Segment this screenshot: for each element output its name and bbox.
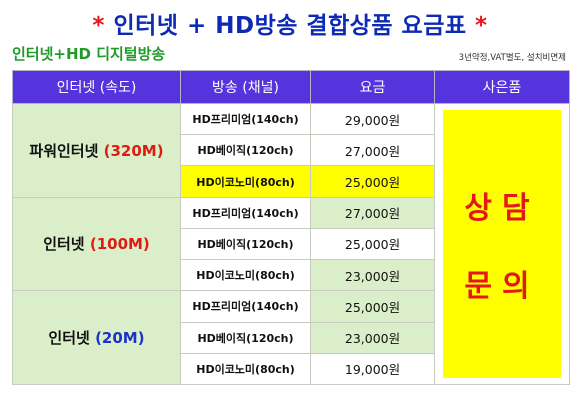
pricing-table: 인터넷 (속도) 방송 (채널) 요금 사은품 파워인터넷 (320M) HD프…: [12, 70, 570, 386]
title-star-right: *: [475, 13, 488, 39]
section-subtitle: 인터넷+HD 디지털방송: [12, 45, 166, 63]
channel-cell: HD프리미엄(140ch): [180, 102, 311, 136]
price-cell: 25,000원: [310, 290, 435, 323]
plan-speed: (20M): [95, 329, 145, 348]
speed-cell-20m: 인터넷 (20M): [12, 290, 181, 385]
channel-cell: HD프리미엄(140ch): [180, 290, 311, 323]
plan-speed: (100M): [89, 235, 150, 254]
price-cell: 27,000원: [310, 196, 435, 229]
table-row: HD이코노미(80ch) 19,000원: [13, 352, 570, 386]
terms-note: 3년약정,VAT별도, 설치비면제: [458, 53, 566, 63]
price-cell: 29,000원: [310, 102, 435, 136]
gift-text-inquiry: 문의: [464, 269, 540, 304]
gift-cell: 상담 문의: [434, 103, 570, 385]
table-row: 인터넷 (100M) HD프리미엄(140ch) 27,000원: [12, 196, 570, 292]
plan-speed: (320M): [103, 141, 164, 160]
title-text: 인터넷 + HD방송 결합상품 요금표: [113, 13, 467, 39]
column-header-gift: 사은품: [434, 70, 570, 104]
gift-highlight-box: 상담 문의: [443, 110, 561, 378]
channel-cell: HD베이직(120ch): [180, 321, 311, 354]
page-title: * 인터넷 + HD방송 결합상품 요금표 *: [0, 6, 580, 40]
channel-cell: HD이코노미(80ch): [180, 259, 311, 292]
channel-cell: HD이코노미(80ch): [180, 352, 311, 386]
table-row: HD베이직(120ch) 25,000원: [13, 227, 570, 261]
channel-cell: HD베이직(120ch): [180, 227, 311, 261]
price-cell: 19,000원: [310, 352, 435, 386]
table-row: HD이코노미(80ch) 23,000원: [13, 259, 570, 292]
channel-cell: HD이코노미(80ch): [180, 165, 311, 198]
column-header-price: 요금: [310, 70, 435, 104]
speed-cell-100m: 인터넷 (100M): [12, 196, 181, 292]
table-row: 파워인터넷 (320M) HD프리미엄(140ch) 29,000원 상담 문의: [12, 102, 570, 385]
price-cell: 25,000원: [310, 165, 435, 198]
table-header-row: 인터넷 (속도) 방송 (채널) 요금 사은품: [12, 70, 570, 104]
speed-cell-power: 파워인터넷 (320M): [12, 103, 181, 198]
plan-name: 파워인터넷: [29, 141, 99, 160]
price-cell: 23,000원: [310, 259, 435, 292]
price-cell: 27,000원: [310, 134, 435, 167]
price-cell: 25,000원: [310, 227, 435, 261]
price-cell: 23,000원: [310, 321, 435, 354]
plan-name: 인터넷: [48, 329, 90, 348]
column-header-broadcast: 방송 (채널): [180, 70, 311, 104]
gift-text-consult: 상담: [464, 191, 540, 226]
title-star-left: *: [92, 13, 105, 39]
table-row: 인터넷 (20M) HD프리미엄(140ch) 25,000원: [12, 290, 570, 385]
column-header-internet: 인터넷 (속도): [12, 70, 181, 104]
channel-cell: HD베이직(120ch): [180, 134, 311, 167]
channel-cell: HD프리미엄(140ch): [180, 196, 311, 229]
plan-name: 인터넷: [43, 235, 85, 254]
